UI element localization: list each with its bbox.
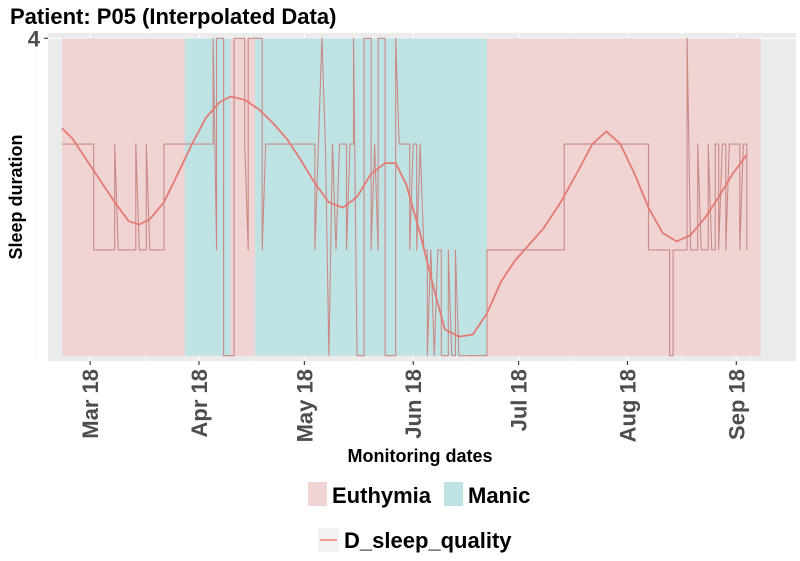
- state-band-euthymia: [230, 38, 256, 356]
- series-line-smoothed: [61, 95, 748, 338]
- chart-title: Patient: P05 (Interpolated Data): [10, 4, 336, 29]
- x-tick-label: Sep 18: [724, 369, 749, 440]
- x-axis: Mar 18 Apr 18 May 18 Jun 18 Jul 18 Aug 18 Sep …: [78, 361, 749, 442]
- x-tick-label: Mar 18: [78, 369, 103, 439]
- y-axis-title: Sleep duration: [6, 134, 26, 259]
- legend: Euthymia Manic D_sleep_quality: [308, 482, 530, 553]
- legend-label-euthymia: Euthymia: [332, 483, 432, 508]
- legend-label-series: D_sleep_quality: [344, 528, 512, 553]
- series-line-d-sleep-quality: [62, 37, 748, 357]
- legend-key-manic: [444, 482, 463, 506]
- state-band-euthymia: [62, 38, 185, 356]
- y-axis: 4: [28, 26, 48, 51]
- legend-label-manic: Manic: [468, 483, 530, 508]
- legend-key-euthymia: [308, 482, 327, 506]
- x-tick-label: Jul 18: [507, 369, 532, 431]
- y-tick-label: 4: [28, 26, 41, 51]
- state-band-manic: [184, 38, 231, 356]
- x-tick-label: Aug 18: [615, 369, 640, 442]
- x-tick-label: May 18: [292, 369, 317, 442]
- series-layer: [61, 37, 748, 357]
- state-band-euthymia: [486, 38, 761, 356]
- x-tick-label: Apr 18: [187, 369, 212, 437]
- x-tick-label: Jun 18: [401, 369, 426, 439]
- x-axis-title: Monitoring dates: [348, 446, 493, 466]
